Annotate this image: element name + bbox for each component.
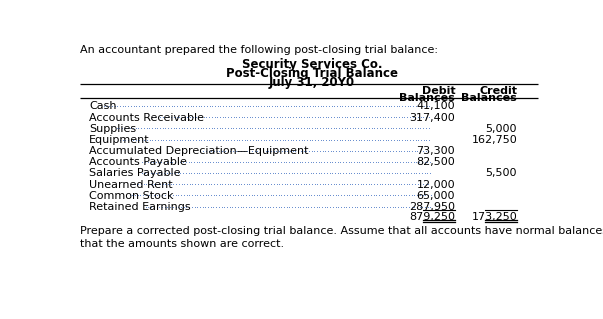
Text: Salaries Payable: Salaries Payable bbox=[89, 168, 181, 178]
Text: Balances: Balances bbox=[399, 93, 455, 103]
Text: 65,000: 65,000 bbox=[417, 191, 455, 201]
Text: 5,500: 5,500 bbox=[485, 168, 517, 178]
Text: Accounts Receivable: Accounts Receivable bbox=[89, 113, 204, 122]
Text: Equipment: Equipment bbox=[89, 135, 150, 145]
Text: 12,000: 12,000 bbox=[417, 180, 455, 189]
Text: Debit: Debit bbox=[421, 86, 455, 96]
Text: Balances: Balances bbox=[461, 93, 517, 103]
Text: Common Stock: Common Stock bbox=[89, 191, 174, 201]
Text: 41,100: 41,100 bbox=[417, 101, 455, 111]
Text: 287,950: 287,950 bbox=[409, 202, 455, 212]
Text: Accounts Payable: Accounts Payable bbox=[89, 157, 187, 167]
Text: Prepare a corrected post-closing trial balance. Assume that all accounts have no: Prepare a corrected post-closing trial b… bbox=[80, 226, 603, 249]
Text: Security Services Co.: Security Services Co. bbox=[241, 57, 382, 70]
Text: Retained Earnings: Retained Earnings bbox=[89, 202, 191, 212]
Text: 5,000: 5,000 bbox=[485, 124, 517, 134]
Text: 162,750: 162,750 bbox=[472, 135, 517, 145]
Text: Unearned Rent: Unearned Rent bbox=[89, 180, 173, 189]
Text: 82,500: 82,500 bbox=[417, 157, 455, 167]
Text: Accumulated Depreciation—Equipment: Accumulated Depreciation—Equipment bbox=[89, 146, 309, 156]
Text: Credit: Credit bbox=[479, 86, 517, 96]
Text: Cash: Cash bbox=[89, 101, 117, 111]
Text: An accountant prepared the following post-closing trial balance:: An accountant prepared the following pos… bbox=[80, 45, 438, 55]
Text: 879,250: 879,250 bbox=[409, 212, 455, 222]
Text: July 31, 20Y0: July 31, 20Y0 bbox=[269, 76, 355, 89]
Text: 73,300: 73,300 bbox=[417, 146, 455, 156]
Text: 173,250: 173,250 bbox=[472, 212, 517, 222]
Text: Supplies: Supplies bbox=[89, 124, 136, 134]
Text: Post-Closing Trial Balance: Post-Closing Trial Balance bbox=[226, 67, 398, 80]
Text: 317,400: 317,400 bbox=[409, 113, 455, 122]
